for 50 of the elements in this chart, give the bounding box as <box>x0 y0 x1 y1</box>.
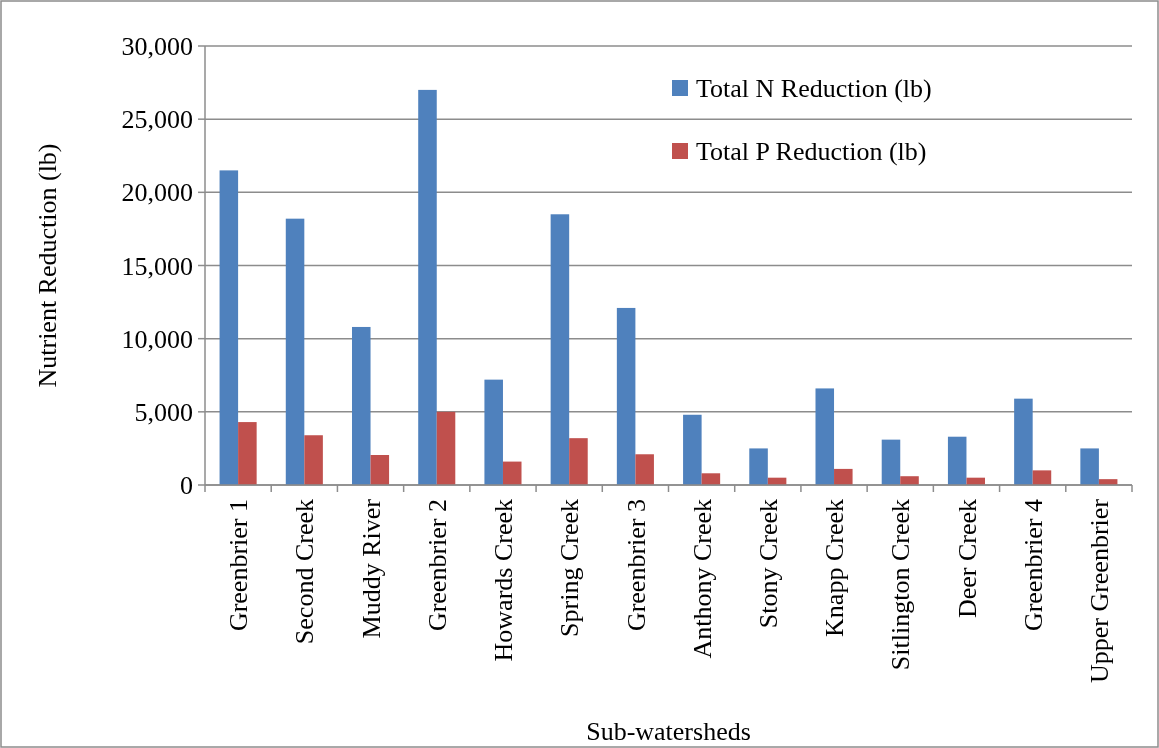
y-tick-label: 25,000 <box>121 105 193 135</box>
legend-label: Total P Reduction (lb) <box>696 137 927 167</box>
y-tick-label: 0 <box>180 471 193 501</box>
bar <box>881 439 901 485</box>
x-tick-label: Sitlington Creek <box>886 499 916 671</box>
x-tick-label: Greenbrier 2 <box>422 499 452 632</box>
bar <box>569 438 588 485</box>
bar <box>304 435 323 485</box>
bar <box>1014 398 1033 485</box>
x-tick-label: Greenbrier 3 <box>621 499 651 632</box>
x-tick-label: Upper Greenbrier <box>1084 498 1114 684</box>
y-tick-label: 5,000 <box>134 397 193 427</box>
y-tick-label: 10,000 <box>121 324 193 354</box>
bar <box>550 214 570 485</box>
bar <box>436 411 456 485</box>
y-tick-label: 20,000 <box>121 178 193 208</box>
x-tick-label: Howards Creek <box>489 499 519 662</box>
x-tick-label: Greenbrier 4 <box>1018 499 1048 632</box>
x-axis-title: Sub-watersheds <box>586 717 751 746</box>
x-tick-label: Knapp Creek <box>820 499 850 637</box>
bar <box>749 448 768 485</box>
bar <box>815 388 835 485</box>
x-tick-label: Spring Creek <box>555 499 585 637</box>
bar <box>1032 470 1052 485</box>
bar <box>219 170 239 485</box>
bar <box>484 379 503 485</box>
y-axis-title: Nutrient Reduction (lb) <box>33 143 62 388</box>
x-tick-label: Muddy River <box>356 498 386 639</box>
bar <box>418 89 437 485</box>
bar <box>947 436 967 485</box>
y-tick-label: 15,000 <box>121 251 193 281</box>
bar <box>502 461 522 485</box>
x-tick-label: Second Creek <box>290 499 320 645</box>
bar <box>834 468 853 485</box>
bar <box>683 414 702 485</box>
bar <box>635 454 654 485</box>
bar <box>238 422 257 485</box>
x-tick-label: Stony Creek <box>753 499 783 629</box>
bar <box>370 455 390 485</box>
bar <box>285 218 305 485</box>
bar <box>1080 448 1099 485</box>
bar <box>616 307 636 485</box>
y-tick-label: 30,000 <box>121 32 193 62</box>
bar <box>352 326 371 485</box>
bar <box>701 473 721 485</box>
legend-label: Total N Reduction (lb) <box>696 74 932 104</box>
bar <box>900 476 919 485</box>
x-tick-label: Greenbrier 1 <box>224 499 254 632</box>
x-tick-label: Anthony Creek <box>687 499 717 659</box>
x-tick-label: Deer Creek <box>952 499 982 619</box>
